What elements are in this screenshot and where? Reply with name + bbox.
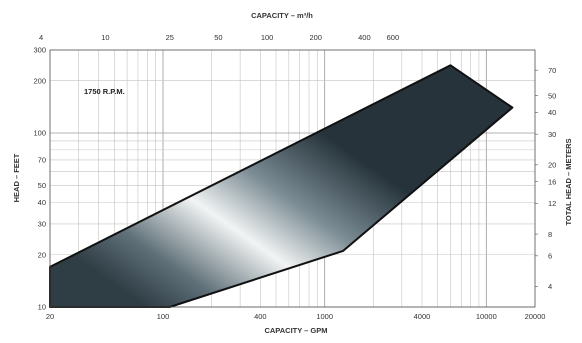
plot-frame [49,49,536,308]
y-axis-title: HEAD – FEET [12,153,21,202]
top-axis-title: CAPACITY – m³/h [251,11,313,20]
top-tick-label: 4 [39,33,43,42]
right-tick-label: 16 [548,177,556,186]
x-axis-title: CAPACITY – GPM [264,326,327,335]
x-tick-label: 20 [46,312,54,321]
right-tick-label: 12 [548,199,556,208]
y-tick-label: 10 [38,303,46,312]
y-tick-label: 100 [33,129,46,138]
right-tick-label: 20 [548,161,556,170]
top-tick-label: 10 [101,33,109,42]
y-tick-label: 40 [38,198,46,207]
top-tick-label: 600 [387,33,400,42]
top-axis-ticks: 4 10 25 50 100 200 400 600 [39,33,399,42]
right-tick-label: 70 [548,66,556,75]
right-tick-label: 40 [548,108,556,117]
top-tick-label: 200 [309,33,322,42]
x-tick-label: 1000 [316,312,333,321]
top-tick-label: 25 [166,33,174,42]
x-tick-label: 400 [254,312,267,321]
right-tick-label: 4 [548,282,552,291]
y-axis-ticks: 10 20 30 40 50 70 100 200 300 [33,46,46,312]
right-tick-label: 8 [548,230,552,239]
top-tick-label: 400 [358,33,371,42]
right-tick-label: 50 [548,91,556,100]
x-axis-ticks: 20 100 400 1000 4000 10000 20000 [46,312,546,321]
x-tick-label: 20000 [525,312,546,321]
y-tick-label: 200 [33,76,46,85]
y-tick-label: 70 [38,156,46,165]
right-axis-title: TOTAL HEAD – METERS [564,138,573,225]
right-axis-ticks: 4 6 8 12 16 20 30 40 50 70 [535,66,556,291]
y-tick-label: 30 [38,220,46,229]
x-tick-label: 10000 [476,312,497,321]
rpm-annotation: 1750 R.P.M. [84,87,125,96]
top-tick-label: 100 [261,33,274,42]
x-tick-label: 4000 [414,312,431,321]
y-tick-label: 300 [33,46,46,55]
right-tick-label: 6 [548,252,552,261]
right-tick-label: 30 [548,130,556,139]
top-tick-label: 50 [214,33,222,42]
x-tick-label: 100 [157,312,170,321]
y-tick-label: 20 [38,250,46,259]
y-tick-label: 50 [38,181,46,190]
